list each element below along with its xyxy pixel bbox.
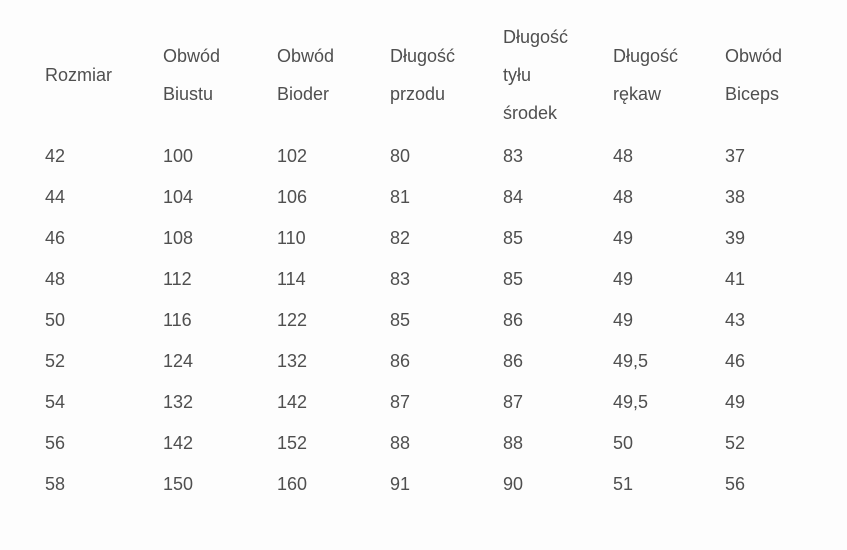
table-cell-dlugosc-przodu: 81 — [390, 187, 411, 207]
table-cell-dlugosc-rekaw: 49,5 — [613, 351, 649, 371]
table-cell-obwod-biustu: 100 — [163, 146, 194, 166]
table-cell-obwod-biceps: 43 — [725, 310, 746, 330]
table-cell-dlugosc-tylu-srodek: 85 — [503, 228, 524, 248]
table-cell-dlugosc-rekaw: 49,5 — [613, 392, 649, 412]
table-cell-rozmiar: 42 — [45, 146, 66, 166]
table-cell-dlugosc-rekaw: 48 — [613, 187, 634, 207]
table-cell-dlugosc-tylu-srodek: 87 — [503, 392, 524, 412]
table-cell-dlugosc-rekaw: 48 — [613, 146, 634, 166]
table-cell-obwod-bioder: 106 — [277, 187, 308, 207]
table-cell-dlugosc-tylu-srodek: 85 — [503, 269, 524, 289]
table-cell-dlugosc-tylu-srodek: 83 — [503, 146, 524, 166]
table-cell-dlugosc-przodu: 83 — [390, 269, 411, 289]
table-cell-rozmiar: 48 — [45, 269, 66, 289]
table-body: 42 100 102 80 83 48 37 44 104 106 81 84 … — [45, 136, 847, 505]
table-cell-dlugosc-tylu-srodek: 88 — [503, 433, 524, 453]
table-row: 58 150 160 91 90 51 56 — [45, 464, 847, 505]
table-row: 52 124 132 86 86 49,5 46 — [45, 341, 847, 382]
table-cell-obwod-bioder: 122 — [277, 310, 308, 330]
table-cell-obwod-biceps: 37 — [725, 146, 746, 166]
table-cell-rozmiar: 58 — [45, 474, 66, 494]
table-cell-dlugosc-przodu: 87 — [390, 392, 411, 412]
table-cell-rozmiar: 52 — [45, 351, 66, 371]
table-row: 42 100 102 80 83 48 37 — [45, 136, 847, 177]
table-cell-dlugosc-przodu: 82 — [390, 228, 411, 248]
table-cell-dlugosc-tylu-srodek: 86 — [503, 351, 524, 371]
table-cell-obwod-bioder: 132 — [277, 351, 308, 371]
table-cell-dlugosc-rekaw: 49 — [613, 228, 634, 248]
table-cell-obwod-bioder: 102 — [277, 146, 308, 166]
column-header-rozmiar: Rozmiar — [45, 65, 113, 85]
table-cell-dlugosc-przodu: 91 — [390, 474, 411, 494]
table-row: 54 132 142 87 87 49,5 49 — [45, 382, 847, 423]
table-cell-dlugosc-przodu: 85 — [390, 310, 411, 330]
table-cell-rozmiar: 46 — [45, 228, 66, 248]
table-row: 48 112 114 83 85 49 41 — [45, 259, 847, 300]
table-cell-obwod-biustu: 150 — [163, 474, 194, 494]
table-header-row: Rozmiar Obwód Biustu Obwód Bioder Długoś… — [45, 14, 847, 136]
size-chart-table: Rozmiar Obwód Biustu Obwód Bioder Długoś… — [45, 14, 847, 505]
table-cell-obwod-bioder: 152 — [277, 433, 308, 453]
column-header-dlugosc-tylu-srodek: Długość tyłu środek — [503, 27, 569, 123]
table-cell-obwod-biustu: 116 — [163, 310, 192, 330]
table-row: 50 116 122 85 86 49 43 — [45, 300, 847, 341]
table-cell-obwod-bioder: 160 — [277, 474, 308, 494]
table-cell-dlugosc-przodu: 88 — [390, 433, 411, 453]
table-cell-dlugosc-rekaw: 49 — [613, 310, 634, 330]
table-cell-dlugosc-tylu-srodek: 84 — [503, 187, 524, 207]
table-cell-rozmiar: 54 — [45, 392, 66, 412]
table-cell-dlugosc-tylu-srodek: 86 — [503, 310, 524, 330]
table-cell-obwod-biceps: 52 — [725, 433, 746, 453]
table-cell-obwod-biceps: 56 — [725, 474, 746, 494]
table-cell-rozmiar: 56 — [45, 433, 66, 453]
table-cell-dlugosc-rekaw: 51 — [613, 474, 634, 494]
table-cell-dlugosc-rekaw: 50 — [613, 433, 634, 453]
table-cell-obwod-bioder: 114 — [277, 269, 306, 289]
column-header-obwod-biustu: Obwód Biustu — [163, 46, 221, 104]
table-cell-obwod-biceps: 49 — [725, 392, 746, 412]
column-header-dlugosc-przodu: Długość przodu — [390, 46, 456, 104]
table-cell-obwod-bioder: 110 — [277, 228, 306, 248]
table-cell-dlugosc-tylu-srodek: 90 — [503, 474, 524, 494]
table-cell-dlugosc-przodu: 80 — [390, 146, 411, 166]
table-cell-obwod-biustu: 124 — [163, 351, 194, 371]
column-header-obwod-biceps: Obwód Biceps — [725, 46, 783, 104]
table-cell-obwod-biceps: 46 — [725, 351, 746, 371]
table-cell-dlugosc-rekaw: 49 — [613, 269, 634, 289]
column-header-obwod-bioder: Obwód Bioder — [277, 46, 335, 104]
column-header-dlugosc-rekaw: Długość rękaw — [613, 46, 679, 104]
table-row: 56 142 152 88 88 50 52 — [45, 423, 847, 464]
table-row: 44 104 106 81 84 48 38 — [45, 177, 847, 218]
table-cell-rozmiar: 50 — [45, 310, 66, 330]
table-cell-obwod-biustu: 112 — [163, 269, 192, 289]
table-cell-obwod-biustu: 104 — [163, 187, 194, 207]
table-cell-obwod-biustu: 132 — [163, 392, 194, 412]
table-cell-obwod-biceps: 38 — [725, 187, 746, 207]
table-cell-obwod-biceps: 41 — [725, 269, 746, 289]
table-cell-dlugosc-przodu: 86 — [390, 351, 411, 371]
table-row: 46 108 110 82 85 49 39 — [45, 218, 847, 259]
table-cell-obwod-bioder: 142 — [277, 392, 308, 412]
table-cell-rozmiar: 44 — [45, 187, 66, 207]
table-cell-obwod-biustu: 142 — [163, 433, 194, 453]
table-cell-obwod-biceps: 39 — [725, 228, 746, 248]
table-cell-obwod-biustu: 108 — [163, 228, 194, 248]
